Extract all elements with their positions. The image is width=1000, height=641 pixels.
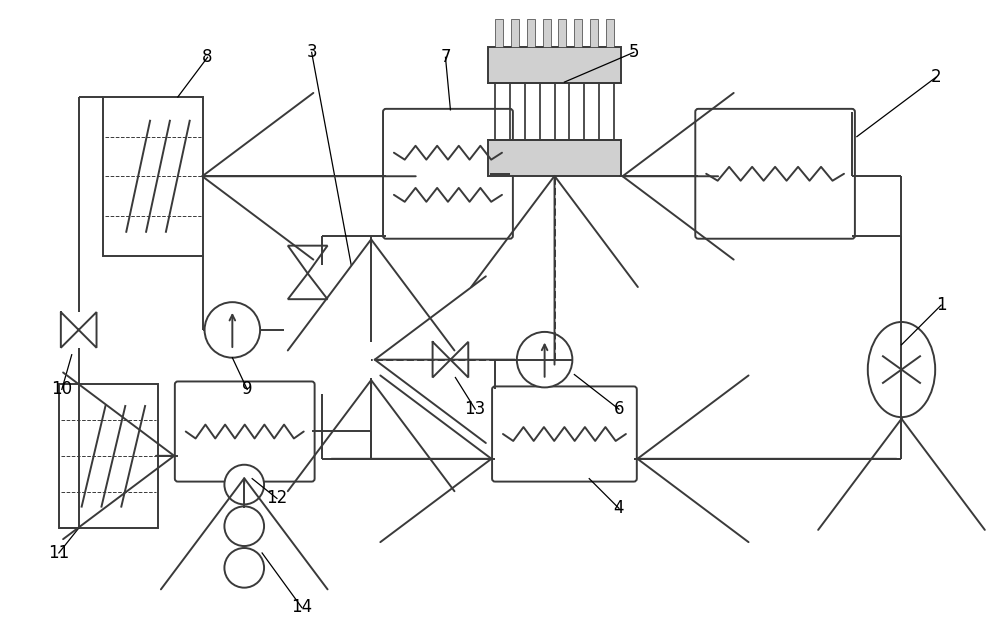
Circle shape bbox=[224, 506, 264, 546]
Text: 6: 6 bbox=[614, 400, 624, 418]
Text: 12: 12 bbox=[266, 490, 288, 508]
Bar bbox=[495, 19, 503, 47]
Text: 11: 11 bbox=[48, 544, 69, 562]
Bar bbox=[558, 19, 566, 47]
FancyBboxPatch shape bbox=[492, 387, 637, 481]
Bar bbox=[511, 19, 519, 47]
Text: 3: 3 bbox=[306, 44, 317, 62]
Bar bbox=[574, 19, 582, 47]
Text: 8: 8 bbox=[202, 48, 213, 66]
Text: 10: 10 bbox=[51, 380, 72, 399]
Bar bbox=[59, 385, 158, 528]
Polygon shape bbox=[288, 246, 328, 274]
Text: 14: 14 bbox=[291, 599, 312, 617]
Text: 7: 7 bbox=[440, 48, 451, 66]
Circle shape bbox=[224, 465, 264, 504]
Bar bbox=[590, 19, 598, 47]
FancyBboxPatch shape bbox=[175, 381, 315, 481]
Bar bbox=[606, 19, 614, 47]
Text: 5: 5 bbox=[629, 44, 639, 62]
FancyBboxPatch shape bbox=[383, 109, 513, 238]
Circle shape bbox=[224, 548, 264, 588]
Circle shape bbox=[205, 302, 260, 358]
Bar bbox=[488, 140, 621, 176]
Bar bbox=[543, 19, 551, 47]
Polygon shape bbox=[288, 274, 328, 299]
Bar bbox=[103, 97, 203, 256]
Text: 13: 13 bbox=[465, 400, 486, 418]
Ellipse shape bbox=[868, 322, 935, 417]
Bar bbox=[527, 19, 535, 47]
Bar bbox=[488, 47, 621, 83]
FancyBboxPatch shape bbox=[695, 109, 855, 238]
Text: 1: 1 bbox=[936, 296, 946, 314]
Text: 2: 2 bbox=[931, 68, 941, 86]
Circle shape bbox=[517, 332, 572, 387]
Text: 4: 4 bbox=[614, 499, 624, 517]
Text: 9: 9 bbox=[242, 380, 252, 399]
